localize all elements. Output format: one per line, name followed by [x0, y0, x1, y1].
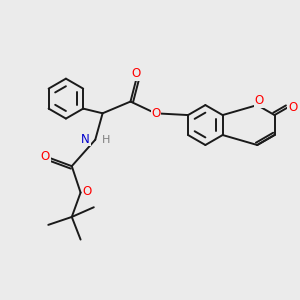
Text: O: O: [40, 150, 50, 163]
Text: O: O: [82, 184, 92, 198]
Text: O: O: [152, 107, 161, 120]
Text: H: H: [102, 135, 110, 145]
Text: O: O: [288, 101, 297, 114]
Text: O: O: [132, 67, 141, 80]
Text: N: N: [81, 133, 90, 146]
Text: O: O: [255, 94, 264, 107]
